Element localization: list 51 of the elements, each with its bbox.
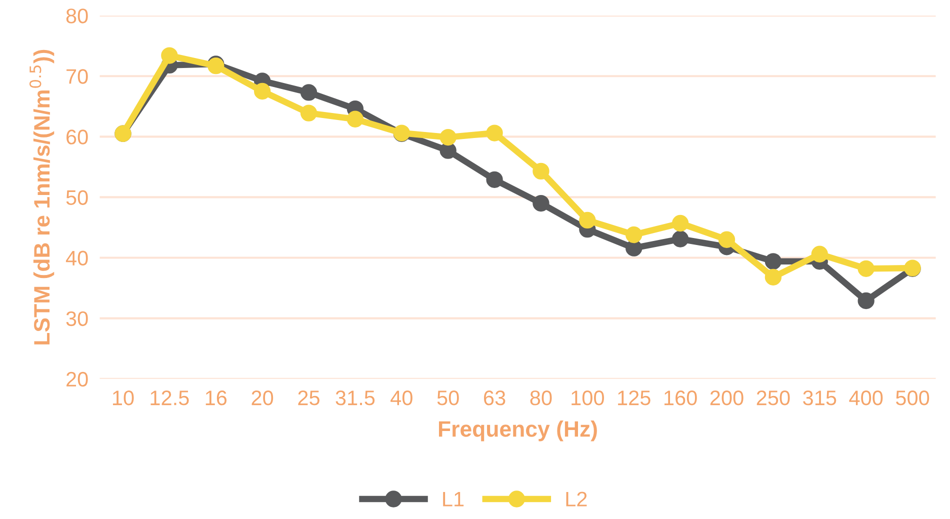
point (764, 268, 782, 286)
x-tick-label: 12.5 (150, 390, 189, 406)
x-tick-label: 500 (896, 390, 930, 406)
point (440, 142, 456, 159)
y-tick-label: 80 (66, 8, 88, 24)
x-tick-label: 10 (112, 390, 134, 406)
x-tick-label: 250 (756, 390, 790, 406)
point (626, 240, 642, 256)
point (858, 292, 874, 310)
legend-label: L1 (443, 492, 464, 506)
point (486, 171, 503, 188)
y-tick-label: 70 (66, 69, 88, 84)
point (532, 162, 550, 180)
point (764, 253, 782, 270)
x-tick-label: 125 (618, 390, 650, 406)
x-tick-label: 160 (664, 390, 697, 406)
point (811, 246, 828, 262)
point (858, 260, 874, 278)
y-tick-label: 50 (66, 190, 88, 205)
x-tick-label: 400 (849, 390, 883, 406)
y-tick-label: 20 (66, 372, 88, 387)
y-tick-label: 40 (66, 250, 88, 266)
point (579, 212, 596, 229)
point (161, 47, 178, 64)
y-axis-title: LSTM (dB re 1nm/s/(N/m$^{0.5}$)) (29, 50, 54, 344)
point (440, 128, 456, 146)
point (300, 84, 318, 101)
point (532, 194, 550, 212)
x-tick-label: 25 (298, 390, 320, 406)
y-tick-label: 30 (66, 311, 88, 326)
x-tick-label: 16 (206, 390, 227, 406)
x-tick-label: 50 (437, 390, 459, 406)
y-tick-label: 60 (66, 130, 88, 144)
point (346, 110, 364, 128)
x-tick-label: 200 (710, 390, 744, 406)
point (486, 124, 503, 142)
x-tick-label: 63 (484, 390, 506, 406)
legend-label: L2 (566, 492, 587, 506)
point (300, 104, 318, 122)
point (672, 214, 689, 232)
point (254, 82, 271, 100)
x-tick-label: 80 (530, 390, 552, 406)
point (718, 231, 736, 248)
point (672, 230, 689, 248)
x-tick-label: 40 (390, 390, 412, 406)
x-axis-title: Frequency (Hz) (438, 420, 597, 442)
point (626, 226, 642, 244)
x-tick-label: 100 (572, 390, 604, 406)
x-tick-label: 31.5 (336, 390, 375, 406)
x-tick-label: 315 (803, 390, 836, 406)
x-tick-label: 20 (252, 390, 274, 406)
